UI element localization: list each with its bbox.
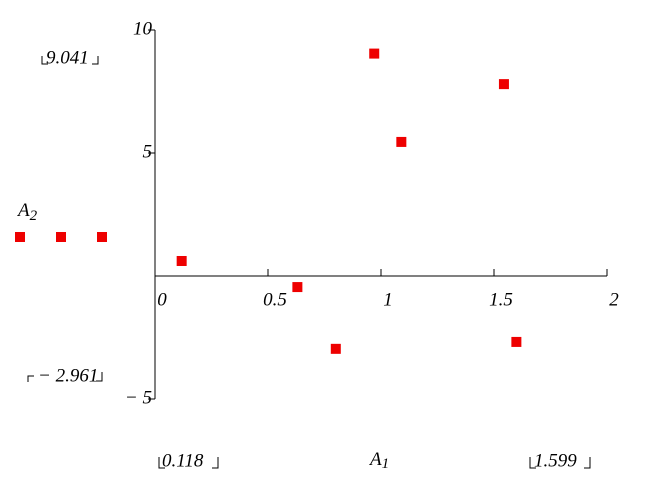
y-label-sub: 2	[30, 208, 38, 224]
y-min-label: − 2.961	[38, 365, 98, 386]
x-tick-label: 1	[383, 289, 393, 310]
x-label-sub: 1	[382, 456, 390, 472]
point	[396, 136, 407, 147]
x-tick-label: 0.5	[263, 289, 287, 310]
x-tick-label: 2	[609, 289, 619, 310]
legend-marker	[15, 232, 25, 242]
x-label-base: A	[368, 449, 382, 470]
y-tick-label: − 5	[125, 387, 152, 408]
y-tick-label: 10	[133, 18, 153, 39]
point	[369, 48, 380, 59]
y-tick-label: 5	[143, 141, 153, 162]
point	[498, 79, 509, 90]
y-label-base: A	[16, 200, 30, 221]
x-tick-label: 1.5	[489, 289, 513, 310]
y-min-field: − 2.961	[27, 365, 103, 386]
point	[511, 336, 522, 347]
x-max-label: 1.599	[534, 450, 577, 471]
field-bracket	[27, 372, 103, 382]
y-max-field: 9.041	[41, 47, 99, 68]
point	[292, 282, 303, 293]
legend-marker	[56, 232, 66, 242]
x-axis-label: A1	[368, 449, 389, 472]
y-max-label: 9.041	[46, 47, 89, 68]
field-bracket	[529, 457, 591, 469]
field-bracket	[41, 56, 99, 65]
point	[176, 255, 187, 266]
y-axis-label: A2	[16, 200, 38, 224]
x-max-field: 1.599	[529, 450, 591, 471]
x-min-label: 0.118	[162, 450, 204, 471]
x-tick-label: 0	[157, 289, 167, 310]
point	[330, 343, 341, 354]
x-min-field: 0.118	[158, 450, 219, 471]
field-bracket	[158, 457, 219, 469]
legend-marker	[97, 232, 107, 242]
